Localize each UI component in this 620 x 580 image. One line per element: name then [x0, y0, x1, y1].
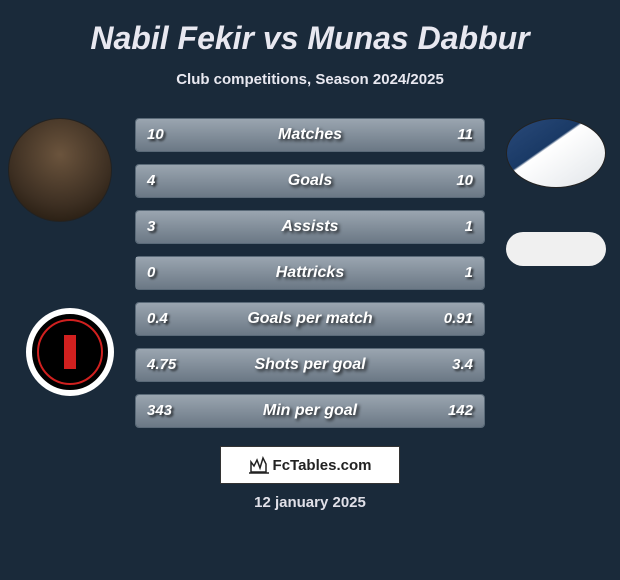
stats-area: 1011Matches 410Goals 31Assists 01Hattricks 0…: [0, 118, 620, 428]
comparison-date: 12 january 2025: [0, 494, 620, 511]
site-logo-text: FcTables.com: [273, 457, 372, 474]
stat-rows: 1011Matches 410Goals 31Assists 01Hattricks 0…: [135, 118, 485, 428]
subtitle: Club competitions, Season 2024/2025: [0, 71, 620, 88]
stat-label: Hattricks: [135, 256, 485, 290]
stat-label: Shots per goal: [135, 348, 485, 382]
stat-row: 01Hattricks: [135, 256, 485, 290]
site-logo[interactable]: FcTables.com: [220, 446, 400, 484]
player-left-avatar: [8, 118, 114, 258]
stat-row: 4.753.4Shots per goal: [135, 348, 485, 382]
club-stripe-icon: [64, 335, 76, 369]
stat-label: Assists: [135, 210, 485, 244]
stat-row: 410Goals: [135, 164, 485, 198]
player-right-photo: [506, 118, 606, 188]
stat-label: Matches: [135, 118, 485, 152]
player-left-photo: [8, 118, 112, 222]
club-badge-right: [506, 232, 606, 266]
player-right-avatar: [506, 118, 612, 208]
club-badge-inner: [37, 319, 103, 385]
page-title: Nabil Fekir vs Munas Dabbur: [0, 20, 620, 57]
stat-label: Goals: [135, 164, 485, 198]
stat-row: 0.40.91Goals per match: [135, 302, 485, 336]
fctables-icon: [249, 456, 269, 474]
club-badge-left: [26, 308, 114, 396]
stat-label: Goals per match: [135, 302, 485, 336]
stat-row: 31Assists: [135, 210, 485, 244]
stat-row: 1011Matches: [135, 118, 485, 152]
comparison-card: Nabil Fekir vs Munas Dabbur Club competi…: [0, 0, 620, 511]
stat-row: 343142Min per goal: [135, 394, 485, 428]
stat-label: Min per goal: [135, 394, 485, 428]
